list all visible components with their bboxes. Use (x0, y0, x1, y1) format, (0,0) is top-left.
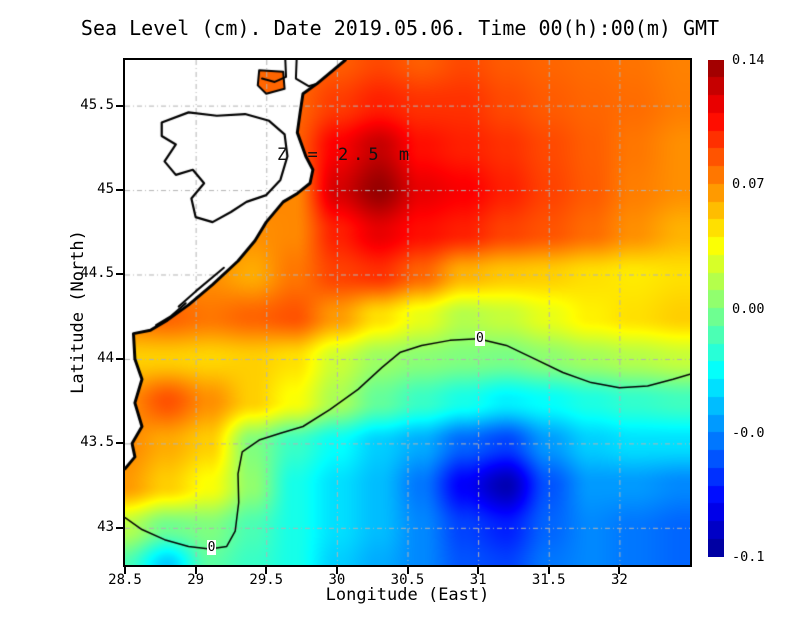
x-axis-label: Longitude (East) (325, 585, 490, 605)
plot-area: Z = 2.5 m 0 0 (123, 58, 692, 567)
map-canvas (125, 60, 690, 565)
y-tick-label: 44.5 (80, 265, 114, 282)
x-tick-label: 29 (187, 572, 205, 588)
colorbar (708, 60, 724, 557)
colorbar-label: 0.00 (732, 300, 765, 317)
y-tick (116, 442, 123, 445)
contour-label-zero: 0 (474, 330, 485, 346)
y-axis-label: Latitude (North) (68, 230, 88, 394)
y-tick-label: 43.5 (80, 434, 114, 451)
contour-label-zero: 0 (206, 540, 217, 556)
x-tick (265, 567, 268, 574)
y-tick-label: 43 (97, 518, 114, 535)
x-tick (124, 567, 126, 574)
colorbar-label: -0.0 (732, 424, 765, 441)
x-tick-label: 32 (610, 572, 628, 588)
depth-annotation: Z = 2.5 m (277, 145, 415, 165)
y-tick (116, 273, 123, 276)
y-tick (116, 357, 123, 360)
colorbar-label: 0.14 (732, 52, 765, 68)
x-tick (618, 567, 621, 574)
x-tick (406, 567, 409, 574)
y-tick-label: 45.5 (80, 96, 114, 113)
chart-title: Sea Level (cm). Date 2019.05.06. Time 00… (80, 16, 720, 40)
x-tick-label: 30 (328, 572, 346, 588)
x-tick (477, 567, 480, 574)
y-tick-label: 44 (97, 349, 114, 366)
y-tick-label: 45 (97, 181, 114, 198)
x-tick-label: 31.5 (531, 572, 566, 588)
y-tick (116, 526, 123, 529)
y-tick (116, 189, 123, 192)
y-tick (116, 104, 123, 107)
x-tick-label: 29.5 (249, 572, 284, 588)
colorbar-label: -0.1 (732, 549, 765, 565)
colorbar-label: 0.07 (732, 176, 765, 193)
x-tick (194, 567, 197, 574)
x-tick-label: 31 (469, 572, 487, 588)
x-tick-label: 30.5 (390, 572, 425, 588)
x-tick (547, 567, 550, 574)
x-tick (335, 567, 338, 574)
x-tick-label: 28.5 (108, 572, 142, 588)
